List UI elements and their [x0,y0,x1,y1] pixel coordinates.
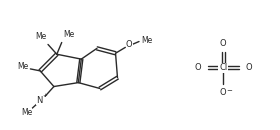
Text: −: − [226,88,232,94]
Text: O: O [194,63,201,72]
Text: Me: Me [63,30,74,39]
Text: Me: Me [141,36,153,45]
Text: Cl: Cl [219,63,227,72]
Text: Me: Me [36,32,47,41]
Text: Me: Me [21,108,32,117]
Text: O: O [220,39,227,48]
Text: O: O [126,40,132,49]
Text: +: + [43,93,47,98]
Text: N: N [36,96,42,105]
Text: Me: Me [17,62,28,72]
Text: O: O [220,88,227,97]
Text: O: O [245,63,252,72]
